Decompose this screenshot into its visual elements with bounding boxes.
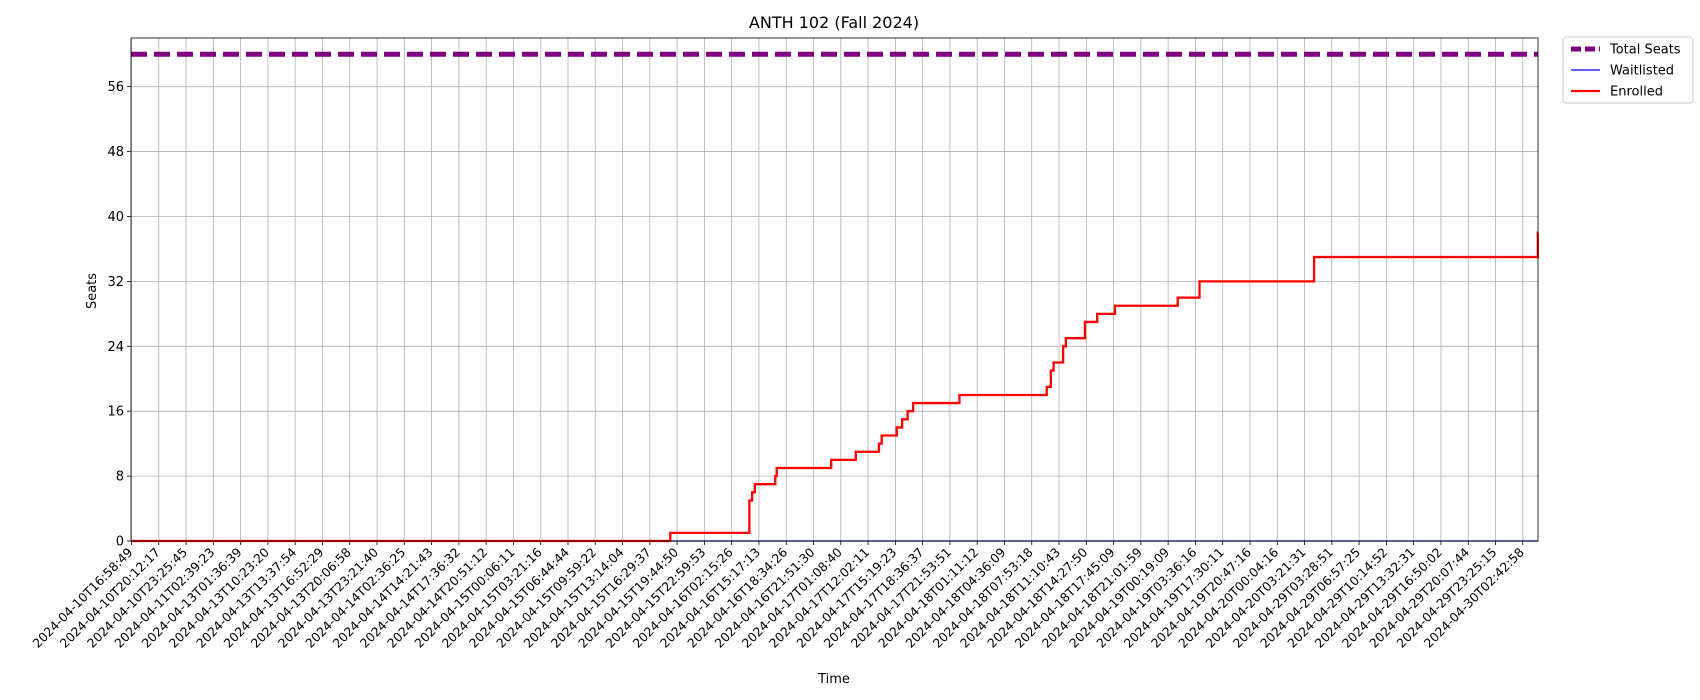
y-tick-label: 0	[116, 535, 124, 550]
y-tick-label: 48	[107, 145, 124, 160]
x-axis: 2024-04-10T16:58:492024-04-10T20:12:1720…	[29, 541, 1527, 651]
legend: Total Seats Waitlisted Enrolled	[1562, 36, 1694, 104]
y-tick-label: 56	[107, 80, 124, 95]
legend-waitlisted-label: Waitlisted	[1610, 64, 1674, 79]
legend-box	[1562, 36, 1694, 104]
y-tick-label: 40	[107, 210, 124, 225]
enrolled-line	[131, 231, 1539, 543]
y-tick-label: 24	[107, 340, 124, 355]
x-axis-label: Time	[817, 672, 850, 687]
y-axis: 0 8 16 24 32 40 48 56	[107, 80, 131, 550]
y-tick-label: 8	[116, 470, 124, 485]
y-axis-label: Seats	[85, 273, 100, 309]
chart-title: ANTH 102 (Fall 2024)	[749, 13, 919, 32]
plot-frame	[130, 37, 1539, 542]
y-tick-label: 16	[107, 405, 124, 420]
grid	[131, 38, 1538, 542]
legend-total-seats-label: Total Seats	[1609, 43, 1681, 58]
legend-enrolled-label: Enrolled	[1610, 85, 1663, 100]
y-tick-label: 32	[107, 275, 124, 290]
